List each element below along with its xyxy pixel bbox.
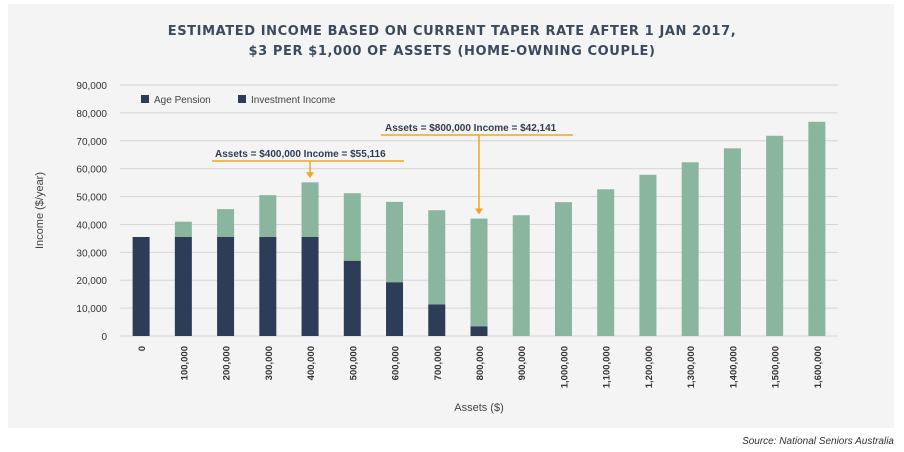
y-tick-label: 50,000 <box>76 193 107 204</box>
bar-investment-income <box>512 215 530 336</box>
bar-investment-income <box>808 121 826 337</box>
bar-investment-income <box>766 135 784 336</box>
bar-age-pension <box>428 304 446 336</box>
legend-swatch-investment-income <box>238 95 246 103</box>
bar-investment-income <box>386 201 404 283</box>
x-tick-label: 1,500,000 <box>771 346 782 388</box>
bar-age-pension <box>343 260 361 336</box>
chart-panel <box>8 4 894 428</box>
bar-age-pension <box>259 236 277 336</box>
x-tick-label: 700,000 <box>433 346 444 380</box>
y-axis-label: Income ($/year) <box>34 172 46 249</box>
x-tick-label: 900,000 <box>517 346 528 380</box>
x-tick-label: 1,400,000 <box>728 346 739 388</box>
y-tick-label: 80,000 <box>76 109 107 120</box>
bar-investment-income <box>470 218 488 327</box>
x-tick-label: 100,000 <box>179 346 190 380</box>
x-tick-label: 600,000 <box>391 346 402 380</box>
annotation-arrowhead <box>306 172 315 179</box>
annotation-label: Assets = $800,000 Income = $42,141 <box>385 123 557 134</box>
y-tick-label: 90,000 <box>76 81 107 92</box>
x-axis-label: Assets ($) <box>454 402 504 414</box>
bar-investment-income <box>428 210 446 305</box>
x-tick-label: 300,000 <box>264 346 275 380</box>
x-tick-label: 1,100,000 <box>602 346 613 388</box>
y-tick-label: 10,000 <box>76 304 107 315</box>
x-tick-label: 1,000,000 <box>559 346 570 388</box>
x-tick-label: 200,000 <box>222 346 233 380</box>
bar-investment-income <box>597 189 615 336</box>
x-tick-label: 500,000 <box>348 346 359 380</box>
y-tick-label: 40,000 <box>76 220 107 231</box>
legend-label-age-pension: Age Pension <box>154 95 211 106</box>
bar-age-pension <box>301 236 319 336</box>
chart-title-line-1: ESTIMATED INCOME BASED ON CURRENT TAPER … <box>167 24 737 39</box>
legend-label-investment-income: Investment Income <box>251 95 336 106</box>
bar-investment-income <box>723 148 741 336</box>
y-tick-label: 60,000 <box>76 165 107 176</box>
bar-investment-income <box>681 162 699 336</box>
bar-investment-income <box>554 202 572 336</box>
x-tick-label: 800,000 <box>475 346 486 380</box>
legend-swatch-age-pension <box>141 95 149 103</box>
bar-investment-income <box>639 174 657 336</box>
bar-investment-income <box>174 221 192 237</box>
annotation-arrowhead <box>475 208 483 215</box>
bar-age-pension <box>174 236 192 336</box>
bar-investment-income <box>217 209 235 237</box>
bar-age-pension <box>470 326 488 336</box>
bar-age-pension <box>132 236 150 336</box>
y-tick-label: 20,000 <box>76 276 107 287</box>
chart-title-line-2: $3 PER $1,000 OF ASSETS (HOME-OWNING COU… <box>248 44 656 59</box>
x-tick-label: 400,000 <box>306 346 317 380</box>
y-tick-label: 70,000 <box>76 137 107 148</box>
y-tick-label: 30,000 <box>76 248 107 259</box>
bar-investment-income <box>301 182 319 237</box>
annotation-label: Assets = $400,000 Income = $55,116 <box>215 149 386 160</box>
bar-investment-income <box>343 193 361 261</box>
y-tick-label: 0 <box>101 332 107 343</box>
bar-investment-income <box>259 195 277 237</box>
source-note: Source: National Seniors Australia <box>742 436 894 447</box>
x-tick-label: 1,600,000 <box>813 346 824 388</box>
x-tick-label: 0 <box>137 346 148 351</box>
bar-age-pension <box>386 282 404 336</box>
bar-age-pension <box>217 236 235 336</box>
x-tick-label: 1,200,000 <box>644 346 655 388</box>
x-tick-label: 1,300,000 <box>686 346 697 388</box>
